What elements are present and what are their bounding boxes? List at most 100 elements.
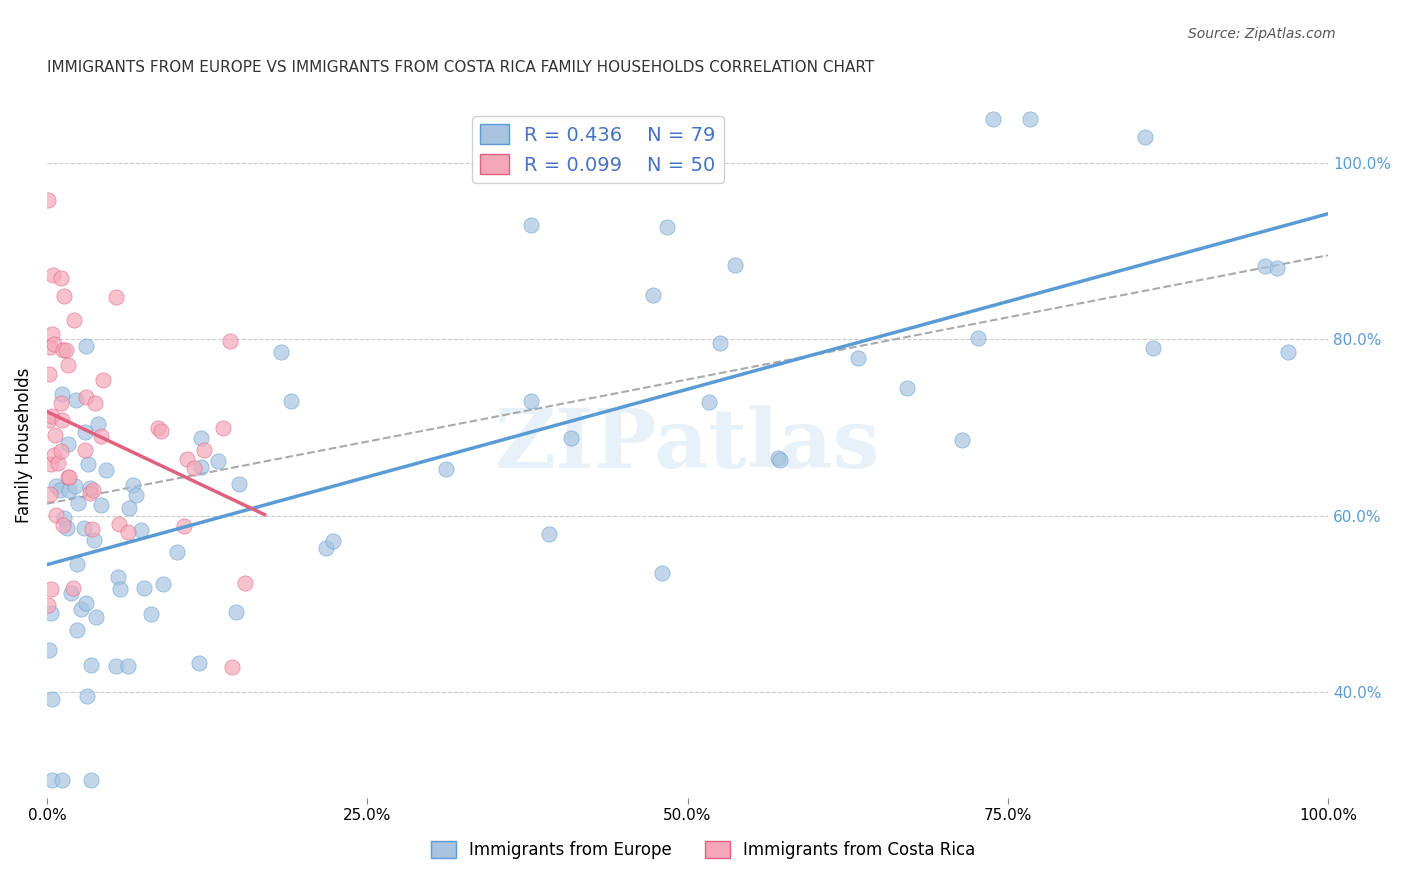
Europe — [952, 434, 974, 448]
Europe — [520, 394, 543, 409]
Europe — [228, 476, 250, 491]
Europe — [724, 258, 747, 272]
Europe — [66, 496, 89, 510]
Costa Rica — [41, 326, 63, 341]
Y-axis label: Family Households: Family Households — [15, 368, 32, 523]
Europe — [73, 521, 96, 535]
Europe — [56, 520, 79, 534]
Costa Rica — [39, 487, 62, 501]
Costa Rica — [183, 460, 205, 475]
Costa Rica — [44, 448, 66, 462]
Costa Rica — [49, 396, 72, 410]
Europe — [125, 488, 148, 502]
Costa Rica — [62, 581, 84, 595]
Legend: Immigrants from Europe, Immigrants from Costa Rica: Immigrants from Europe, Immigrants from … — [423, 834, 983, 866]
Europe — [45, 479, 67, 493]
Costa Rica — [55, 343, 77, 357]
Costa Rica — [51, 413, 73, 427]
Europe — [190, 431, 212, 445]
Europe — [51, 386, 73, 401]
Costa Rica — [212, 421, 235, 435]
Europe — [83, 533, 105, 548]
Europe — [65, 557, 87, 571]
Europe — [280, 394, 302, 409]
Europe — [846, 351, 869, 365]
Europe — [1135, 130, 1157, 145]
Europe — [1142, 341, 1164, 355]
Costa Rica — [37, 598, 59, 612]
Europe — [41, 773, 63, 788]
Costa Rica — [91, 373, 114, 387]
Europe — [187, 656, 209, 670]
Costa Rica — [44, 428, 66, 442]
Europe — [560, 431, 582, 445]
Europe — [37, 643, 59, 657]
Europe — [65, 392, 87, 407]
Europe — [94, 463, 117, 477]
Costa Rica — [39, 458, 62, 472]
Costa Rica — [75, 390, 97, 404]
Europe — [75, 339, 97, 353]
Europe — [655, 220, 678, 235]
Costa Rica — [80, 522, 103, 536]
Europe — [190, 459, 212, 474]
Europe — [520, 218, 543, 232]
Costa Rica — [79, 486, 101, 500]
Costa Rica — [150, 425, 173, 439]
Europe — [117, 659, 139, 673]
Europe — [80, 657, 103, 672]
Europe — [86, 610, 108, 624]
Europe — [152, 577, 174, 591]
Europe — [48, 483, 70, 497]
Europe — [981, 112, 1004, 126]
Costa Rica — [37, 194, 59, 208]
Europe — [56, 437, 79, 451]
Europe — [270, 344, 292, 359]
Costa Rica — [52, 343, 75, 357]
Europe — [1019, 112, 1042, 126]
Costa Rica — [221, 659, 243, 673]
Europe — [434, 462, 457, 476]
Europe — [1254, 260, 1277, 274]
Europe — [1265, 260, 1288, 275]
Costa Rica — [42, 336, 65, 351]
Europe — [141, 607, 163, 621]
Costa Rica — [117, 525, 139, 540]
Europe — [709, 336, 731, 351]
Costa Rica — [41, 268, 63, 282]
Europe — [90, 498, 112, 512]
Europe — [107, 570, 129, 584]
Europe — [129, 523, 152, 537]
Europe — [63, 478, 86, 492]
Costa Rica — [233, 576, 256, 591]
Costa Rica — [46, 456, 69, 470]
Europe — [118, 501, 141, 516]
Costa Rica — [58, 359, 80, 373]
Europe — [39, 606, 62, 620]
Europe — [75, 425, 97, 439]
Costa Rica — [75, 443, 97, 458]
Costa Rica — [89, 429, 111, 443]
Europe — [166, 545, 188, 559]
Costa Rica — [38, 367, 60, 381]
Europe — [51, 773, 73, 788]
Europe — [122, 478, 145, 492]
Europe — [322, 534, 344, 549]
Costa Rica — [104, 290, 127, 304]
Europe — [76, 689, 98, 703]
Europe — [41, 691, 63, 706]
Costa Rica — [39, 582, 62, 596]
Europe — [896, 381, 918, 395]
Europe — [108, 582, 131, 596]
Europe — [651, 566, 673, 581]
Europe — [207, 454, 229, 468]
Costa Rica — [193, 442, 215, 457]
Costa Rica — [53, 289, 76, 303]
Costa Rica — [56, 470, 79, 484]
Europe — [60, 586, 83, 600]
Europe — [104, 658, 127, 673]
Text: IMMIGRANTS FROM EUROPE VS IMMIGRANTS FROM COSTA RICA FAMILY HOUSEHOLDS CORRELATI: IMMIGRANTS FROM EUROPE VS IMMIGRANTS FRO… — [46, 60, 875, 75]
Costa Rica — [146, 421, 169, 435]
Costa Rica — [49, 443, 72, 458]
Europe — [77, 457, 100, 471]
